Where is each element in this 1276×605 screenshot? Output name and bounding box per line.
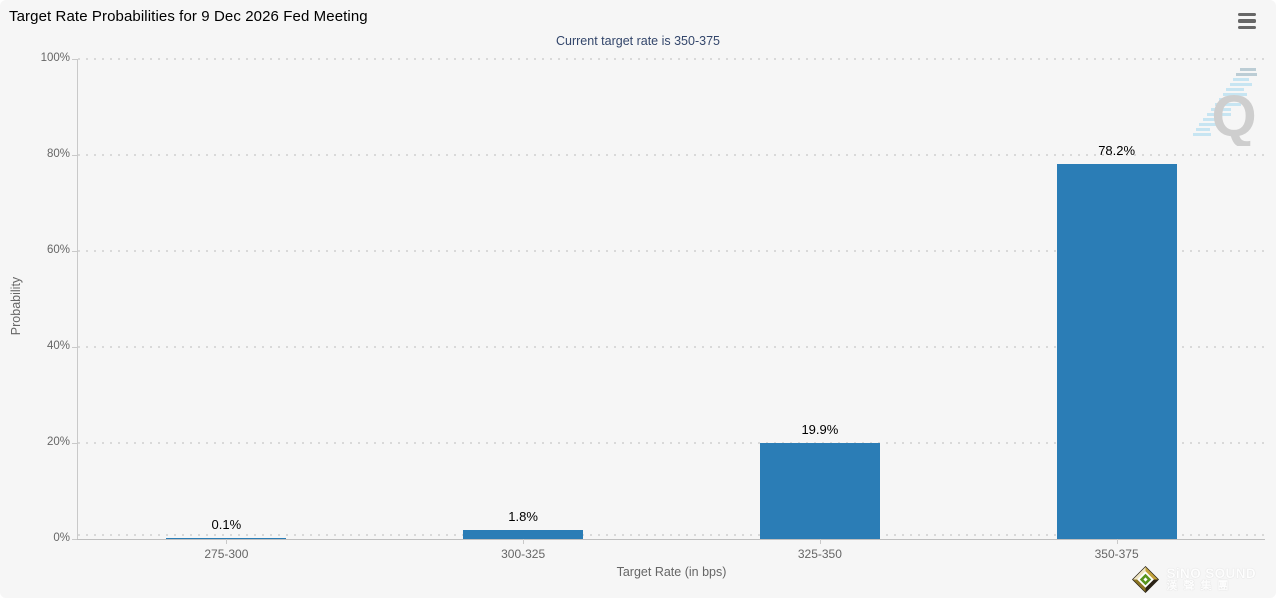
x-axis-title: Target Rate (in bps) [616,565,727,579]
x-tick-label: 300-325 [501,547,546,561]
bar[interactable] [759,443,880,539]
gridline [78,250,1265,252]
brand-name-cn: 漢聲集團 [1166,579,1235,592]
x-tick-label: 275-300 [204,547,249,561]
gridline [78,346,1265,348]
y-axis-tick [72,251,77,252]
bar[interactable] [166,538,287,539]
bar[interactable] [1056,163,1177,539]
hamburger-menu-icon[interactable] [1235,11,1259,31]
plot-area: Probability 0% 20% 40% 60% 80% 100% 0.1% 275-30… [9,52,1265,561]
y-tick-label: 100% [40,52,70,64]
x-axis-tick [819,539,821,544]
y-tick-label: 20% [46,436,70,448]
gridline [78,154,1265,156]
gridline [78,534,1265,536]
bar-value-label: 0.1% [211,517,242,532]
y-axis-tick [72,59,77,60]
x-axis-tick [226,539,228,544]
bar-value-label: 78.2% [1098,142,1136,158]
bar-value-label: 1.8% [508,509,538,525]
x-axis-tick [523,539,525,544]
gridline [78,442,1265,444]
x-tick-label: 350-375 [1094,547,1139,561]
y-axis-line [77,59,78,539]
gridline [78,58,1265,60]
y-tick-label: 80% [46,148,70,160]
y-tick-label: 60% [46,244,70,256]
x-axis-line [77,539,1265,540]
x-tick-label: 325-350 [797,547,842,561]
brand-name-en: SiNO SOUND [1166,565,1256,581]
quikstrike-watermark-icon: Q [1193,68,1257,146]
y-axis-tick [72,155,77,156]
y-tick-label: 0% [53,532,70,544]
watermark-letter: Q [1211,84,1256,146]
y-axis-tick [72,443,77,444]
chart-subtitle: Current target rate is 350-375 [556,34,720,48]
y-axis-tick [72,347,77,348]
footer-logo: SiNO SOUND 漢聲集團 [1132,566,1256,593]
bar-value-label: 19.9% [801,422,839,438]
sino-sound-diamond-icon [1132,566,1160,593]
y-tick-label: 40% [46,340,70,352]
y-axis-tick [72,539,77,540]
x-axis-tick [1116,539,1118,544]
bar[interactable] [463,530,584,539]
chart-title: Target Rate Probabilities for 9 Dec 2026… [9,8,368,25]
